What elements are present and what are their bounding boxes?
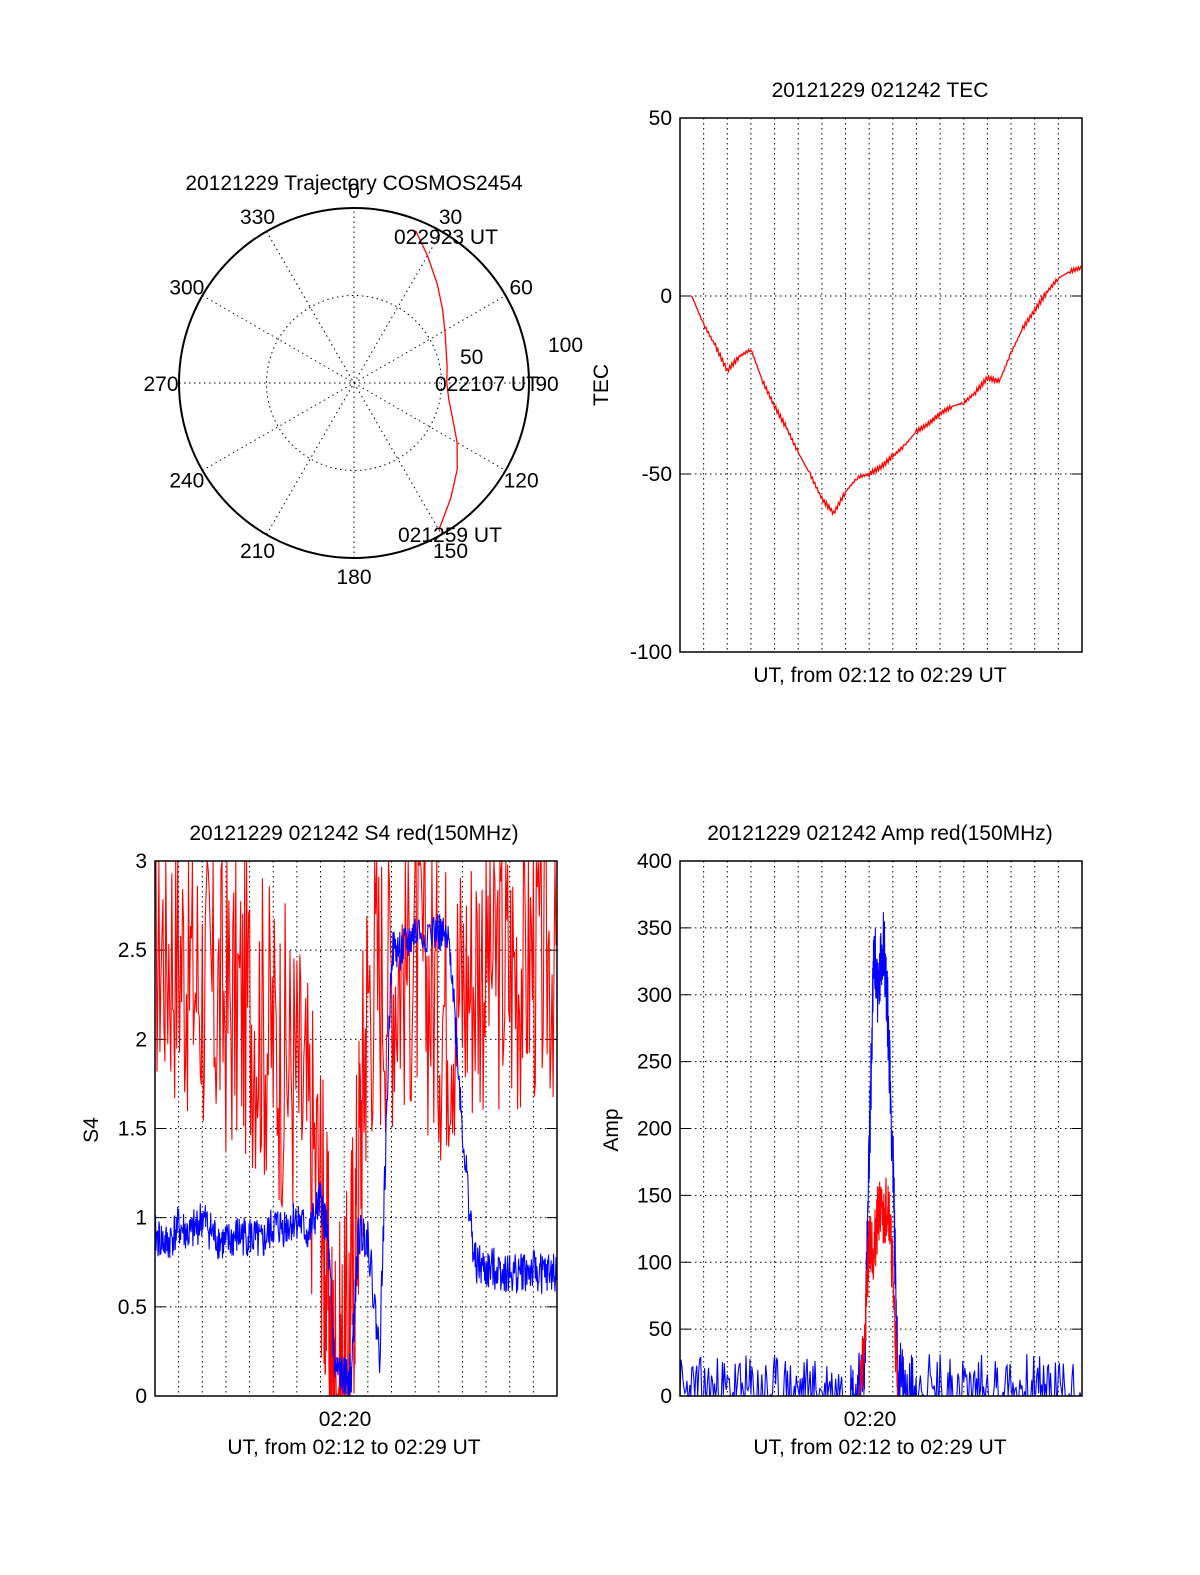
- s4-ytick-label: 1.5: [118, 1118, 147, 1141]
- s4-y-tick-labels: 3 2.5 2 1.5 1 0.5 0: [118, 850, 147, 1408]
- amp-title: 20121229 021242 Amp red(150MHz): [707, 822, 1053, 845]
- amp-plot-frame: [679, 860, 1083, 1397]
- s4-series-group: [154, 860, 558, 1397]
- s4-ytick-label: 2: [135, 1028, 147, 1051]
- amp-x-tick-label: 02:20: [844, 1408, 897, 1431]
- amp-ytick-label: 100: [637, 1251, 672, 1274]
- tec-y-axis-label: TEC: [590, 364, 613, 406]
- polar-angle-label: 120: [504, 470, 539, 493]
- tec-ytick-label: -50: [642, 463, 672, 486]
- polar-angle-label: 150: [433, 540, 468, 563]
- amp-x-axis-label: UT, from 02:12 to 02:29 UT: [753, 1436, 1006, 1459]
- amp-y-tick-labels: 400 350 300 250 200 150 100 50 0: [637, 850, 672, 1408]
- tec-title: 20121229 021242 TEC: [772, 79, 989, 102]
- polar-angle-label: 60: [509, 277, 532, 300]
- amp-ytick-label: 300: [637, 984, 672, 1007]
- s4-panel: 20121229 021242 S4 red(150MHz) 3 2.5 2 1.5 1…: [80, 822, 558, 1459]
- amp-red-series: [859, 1177, 898, 1397]
- polar-angle-label: 240: [169, 470, 204, 493]
- trajectory-end-label: 022923 UT: [394, 226, 498, 249]
- amp-ytick-label: 50: [649, 1318, 672, 1341]
- amp-panel: 20121229 021242 Amp red(150MHz) 400 350 30…: [600, 822, 1083, 1459]
- tec-ytick-label: 0: [660, 285, 672, 308]
- s4-x-tick-label: 02:20: [319, 1408, 372, 1431]
- polar-grid-circle: [266, 295, 442, 471]
- polar-radius-label-100: 100: [548, 334, 583, 357]
- tec-y-tick-labels: 50 0 -50 -100: [630, 107, 672, 664]
- tec-ytick-label: 50: [649, 107, 672, 130]
- tec-x-axis-label: UT, from 02:12 to 02:29 UT: [753, 664, 1006, 687]
- polar-angle-label: 90: [535, 373, 558, 396]
- trajectory-mid-label: 022107 UT: [435, 373, 539, 396]
- amp-blue-series: [679, 912, 1082, 1398]
- s4-x-axis-label: UT, from 02:12 to 02:29 UT: [227, 1436, 480, 1459]
- polar-outer-circle: [178, 207, 530, 559]
- s4-ytick-label: 0.5: [118, 1296, 147, 1319]
- trajectory-track-line: [415, 230, 458, 531]
- polar-angle-labels: 0 30 60 90 120 150 180 210 240 270 300 330: [143, 180, 558, 589]
- polar-angle-label: 300: [169, 277, 204, 300]
- amp-series-group: [679, 912, 1082, 1398]
- polar-angle-label: 210: [240, 540, 275, 563]
- s4-ytick-label: 1: [135, 1207, 147, 1230]
- tec-series-line: [691, 265, 1083, 517]
- s4-title: 20121229 021242 S4 red(150MHz): [189, 822, 518, 845]
- s4-plot-frame: [154, 860, 558, 1397]
- s4-blue-series: [154, 914, 558, 1397]
- polar-angle-label: 180: [336, 566, 371, 589]
- amp-ytick-label: 150: [637, 1184, 672, 1207]
- polar-radius-label-50: 50: [460, 346, 483, 369]
- amp-y-axis-label: Amp: [600, 1108, 623, 1151]
- amp-ytick-label: 0: [660, 1385, 672, 1408]
- polar-angle-label: 0: [348, 180, 360, 203]
- polar-angle-label: 330: [240, 206, 275, 229]
- amp-ytick-label: 400: [637, 850, 672, 873]
- amp-ytick-label: 350: [637, 917, 672, 940]
- s4-y-axis-label: S4: [80, 1117, 103, 1143]
- polar-angle-label: 270: [143, 373, 178, 396]
- tec-panel: 20121229 021242 TEC 50 0 -50 -100 TEC UT, f…: [590, 79, 1083, 687]
- trajectory-start-label: 021259 UT: [398, 524, 502, 547]
- s4-ytick-label: 0: [135, 1385, 147, 1408]
- tec-ytick-label: -100: [630, 641, 672, 664]
- amp-ytick-label: 200: [637, 1118, 672, 1141]
- amp-ytick-label: 250: [637, 1051, 672, 1074]
- trajectory-panel: 20121229 Trajectory COSMOS2454 0 30 60 90 12…: [143, 172, 583, 589]
- s4-ytick-label: 2.5: [118, 939, 147, 962]
- s4-ytick-label: 3: [135, 850, 147, 873]
- trajectory-title: 20121229 Trajectory COSMOS2454: [185, 172, 523, 195]
- polar-angle-label: 30: [439, 206, 462, 229]
- polar-grid-spoke: [266, 231, 442, 535]
- tec-plot-frame: [679, 117, 1083, 653]
- polar-grid: [179, 208, 529, 558]
- tec-grid: [680, 117, 1082, 653]
